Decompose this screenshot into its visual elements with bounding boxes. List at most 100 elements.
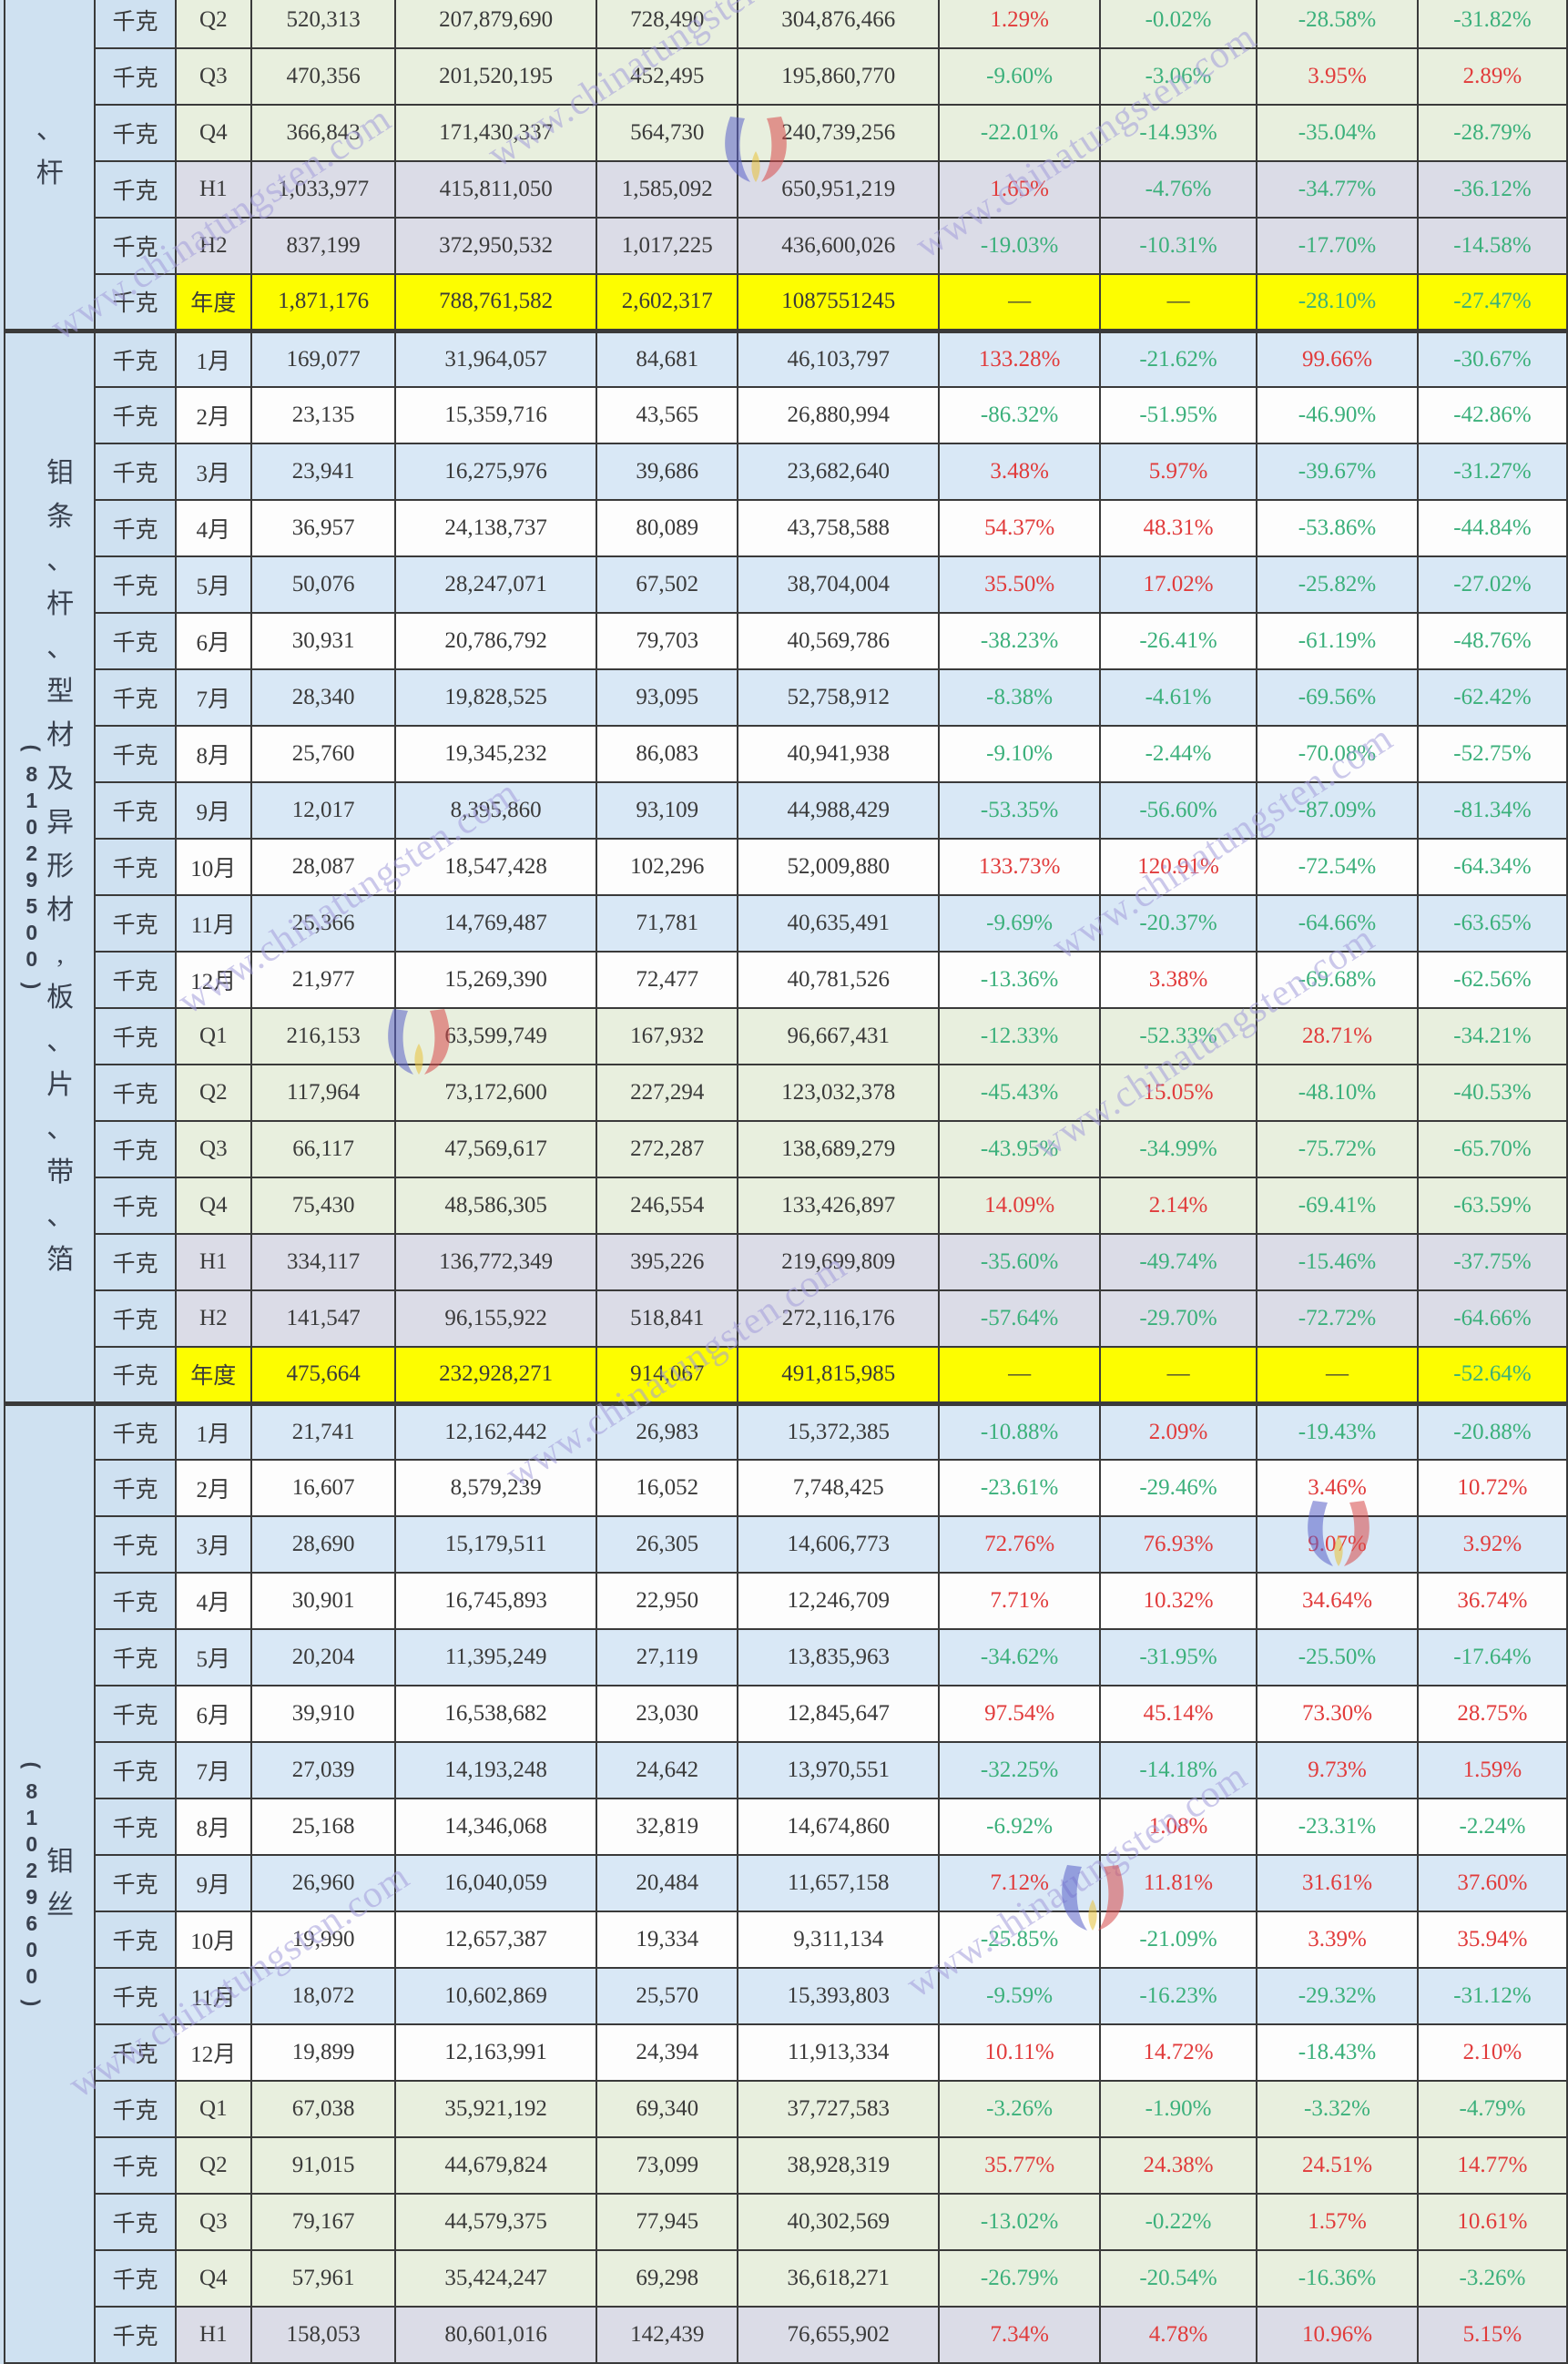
pct1-cell: -10.88% [938,1401,1102,1461]
pct3-cell: -16.36% [1256,2249,1419,2308]
period-cell: H1 [174,1233,252,1291]
pct3-cell: -28.10% [1256,273,1419,331]
qty2-cell: 80,089 [596,499,739,557]
qty1-cell: 16,607 [249,1459,397,1517]
unit-cell: 千克 [94,2249,177,2308]
qty1-cell: 66,117 [249,1120,397,1178]
value2-cell: 138,689,279 [737,1120,941,1178]
qty2-cell: 69,298 [596,2249,739,2308]
value2-cell: 40,635,491 [737,894,941,953]
pct1-cell: -3.26% [938,2080,1102,2138]
pct2-cell: 5.97% [1099,443,1258,501]
period-cell: 8月 [174,725,252,783]
qty2-cell: 72,477 [596,951,739,1009]
pct4-cell: 2.89% [1416,47,1568,106]
pct4-cell: -81.34% [1416,781,1568,840]
qty1-cell: 21,977 [249,951,397,1009]
unit-cell: 千克 [94,555,177,614]
pct3-cell: -72.72% [1256,1289,1419,1348]
value2-cell: 240,739,256 [737,104,941,162]
pct3-cell: -17.70% [1256,217,1419,275]
qty1-cell: 28,340 [249,668,397,727]
period-cell: Q3 [174,1120,252,1178]
unit-cell: 千克 [94,1685,177,1743]
pct2-cell: — [1099,1346,1258,1404]
unit-cell: 千克 [94,668,177,727]
qty1-cell: 216,153 [249,1007,397,1065]
value1-cell: 12,657,387 [394,1911,598,1969]
qty2-cell: 67,502 [596,555,739,614]
unit-cell: 千克 [94,499,177,557]
pct3-cell: -48.10% [1256,1064,1419,1122]
pct4-cell: -27.02% [1416,555,1568,614]
unit-cell: 千克 [94,1798,177,1856]
unit-cell: 千克 [94,838,177,896]
qty2-cell: 272,287 [596,1120,739,1178]
qty1-cell: 117,964 [249,1064,397,1122]
qty2-cell: 142,439 [596,2306,739,2364]
table-row: 千克 7月 27,039 14,193,248 24,642 13,970,551 -32.… [5,1741,1568,1799]
unit-cell: 千克 [94,781,177,840]
table-row: 千克 H2 837,199 372,950,532 1,017,225 436,600,0… [5,217,1568,275]
pct4-cell: -42.86% [1416,386,1568,444]
value2-cell: 272,116,176 [737,1289,941,1348]
qty1-cell: 19,990 [249,1911,397,1969]
unit-cell: 千克 [94,1007,177,1065]
unit-cell: 千克 [94,1854,177,1912]
section-label-1: 、杆 [3,0,97,331]
pct2-cell: -0.22% [1099,2193,1258,2251]
period-cell: 5月 [174,555,252,614]
pct3-cell: -69.56% [1256,668,1419,727]
value1-cell: 415,811,050 [394,160,598,219]
table-row: 千克 2月 23,135 15,359,716 43,565 26,880,994 -86.… [5,386,1568,444]
period-cell: 10月 [174,838,252,896]
pct2-cell: -14.18% [1099,1741,1258,1799]
unit-cell: 千克 [94,1911,177,1969]
pct1-cell: 35.77% [938,2136,1102,2195]
qty2-cell: 167,932 [596,1007,739,1065]
period-cell: 10月 [174,1911,252,1969]
pct3-cell: 28.71% [1256,1007,1419,1065]
qty1-cell: 12,017 [249,781,397,840]
value2-cell: 14,606,773 [737,1515,941,1574]
value1-cell: 15,269,390 [394,951,598,1009]
unit-cell: 千克 [94,1515,177,1574]
value2-cell: 219,699,809 [737,1233,941,1291]
pct3-cell: 1.57% [1256,2193,1419,2251]
pct2-cell: -10.31% [1099,217,1258,275]
unit-cell: 千克 [94,1233,177,1291]
pct4-cell: 14.77% [1416,2136,1568,2195]
value1-cell: 12,162,442 [394,1401,598,1461]
table-row: 千克 12月 19,899 12,163,991 24,394 11,913,334 10.… [5,2023,1568,2082]
unit-cell: 千克 [94,1289,177,1348]
period-cell: 9月 [174,1854,252,1912]
pct3-cell: -15.46% [1256,1233,1419,1291]
section-code-vertical: (8 1 0 2 9 6 0 0) [20,1761,45,2007]
qty1-cell: 25,760 [249,725,397,783]
pct2-cell: 2.14% [1099,1177,1258,1235]
pct2-cell: 48.31% [1099,499,1258,557]
pct1-cell: -13.36% [938,951,1102,1009]
pct2-cell: -1.90% [1099,2080,1258,2138]
pct2-cell: — [1099,273,1258,331]
table-row: 千克 H1 334,117 136,772,349 395,226 219,699,809… [5,1233,1568,1291]
pct1-cell: 133.28% [938,328,1102,388]
pct3-cell: 9.07% [1256,1515,1419,1574]
value2-cell: 26,880,994 [737,386,941,444]
period-cell: 1月 [174,328,252,388]
pct2-cell: 76.93% [1099,1515,1258,1574]
pct1-cell: -86.32% [938,386,1102,444]
qty1-cell: 837,199 [249,217,397,275]
value2-cell: 12,246,709 [737,1572,941,1630]
period-cell: 12月 [174,951,252,1009]
pct3-cell: 31.61% [1256,1854,1419,1912]
pct4-cell: 1.59% [1416,1741,1568,1799]
pct4-cell: -20.88% [1416,1401,1568,1461]
value2-cell: 15,393,803 [737,1967,941,2025]
pct4-cell: -63.59% [1416,1177,1568,1235]
value1-cell: 48,586,305 [394,1177,598,1235]
pct3-cell: -64.66% [1256,894,1419,953]
pct1-cell: -9.60% [938,47,1102,106]
value2-cell: 37,727,583 [737,2080,941,2138]
pct4-cell: -34.21% [1416,1007,1568,1065]
